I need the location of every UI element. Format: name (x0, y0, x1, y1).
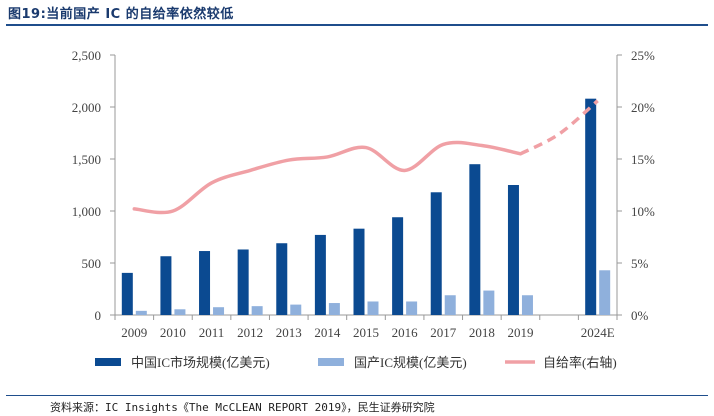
y-left-tick-label: 2,500 (72, 48, 101, 63)
x-tick-label: 2009 (121, 325, 147, 340)
bar-domestic-2012 (251, 306, 263, 315)
bar-market-2018 (469, 164, 481, 315)
bar-market-2019 (507, 185, 519, 315)
bar-market-2009 (121, 272, 133, 315)
rate-line-actual (132, 140, 523, 215)
legend-swatch-market (95, 358, 121, 366)
x-tick-label: 2016 (392, 325, 419, 340)
y-right-tick-label: 5% (631, 256, 649, 271)
bar-domestic-2013 (290, 304, 302, 315)
legend-label-rate: 自给率(右轴) (543, 355, 617, 370)
y-right-tick-label: 0% (631, 308, 649, 323)
y-left-tick-label: 2,000 (72, 100, 101, 115)
bar-market-2015 (353, 228, 365, 315)
legend-label-market: 中国IC市场规模(亿美元) (131, 355, 270, 370)
y-right-tick-label: 20% (631, 100, 655, 115)
source-note: 资料来源：IC Insights《The McCLEAN REPORT 2019… (50, 401, 435, 414)
y-right-tick-label: 10% (631, 204, 655, 219)
x-tick-label: 2015 (353, 325, 379, 340)
chart-axes: 0 500 1,000 1,500 2,000 2,500 0% 5% 10% 15% 20% 25%… (72, 48, 655, 340)
bar-domestic-2024E (599, 270, 611, 315)
bar-domestic-2018 (483, 290, 495, 315)
chart-svg: 0 500 1,000 1,500 2,000 2,500 0% 5% 10% 15% 20% 25%… (72, 48, 655, 370)
bar-domestic-2009 (135, 310, 147, 315)
legend-swatch-domestic (318, 358, 344, 366)
bar-market-2010 (160, 256, 172, 315)
y-left-tick-label: 1,000 (72, 204, 101, 219)
x-tick-label: 2024E (581, 325, 615, 340)
chart-bars (121, 98, 611, 316)
chart-legend: 中国IC市场规模(亿美元) 国产IC规模(亿美元) 自给率(右轴) (95, 355, 617, 370)
bar-domestic-2016 (406, 301, 418, 315)
x-tick-label: 2019 (507, 325, 533, 340)
bar-domestic-2019 (521, 295, 533, 315)
x-tick-label: 2011 (199, 325, 225, 340)
legend-label-domestic: 国产IC规模(亿美元) (354, 355, 467, 370)
bar-domestic-2011 (213, 307, 225, 315)
bar-market-2016 (392, 217, 404, 315)
y-left-tick-label: 0 (95, 308, 102, 323)
bar-market-2024E (585, 98, 597, 316)
rate-line-forecast (519, 99, 599, 156)
x-tick-label: 2014 (314, 325, 341, 340)
y-left-tick-label: 1,500 (72, 152, 101, 167)
y-left-tick-label: 500 (82, 256, 102, 271)
y-right-tick-label: 15% (631, 152, 655, 167)
bar-domestic-2017 (444, 295, 456, 315)
bar-market-2014 (314, 234, 326, 315)
y-right-tick-label: 25% (631, 48, 655, 63)
figure-title: 图19:当前国产 IC 的自给率依然较低 (8, 7, 234, 22)
chart-rate-line (132, 99, 599, 215)
bar-market-2017 (430, 192, 442, 315)
x-tick-label: 2017 (430, 325, 457, 340)
bar-market-2011 (199, 251, 211, 315)
bar-domestic-2010 (174, 309, 186, 315)
x-tick-label: 2012 (237, 325, 263, 340)
x-tick-label: 2018 (469, 325, 495, 340)
bar-market-2012 (237, 249, 249, 315)
bar-domestic-2015 (367, 301, 379, 315)
x-tick-label: 2013 (276, 325, 302, 340)
bar-market-2013 (276, 243, 288, 315)
bar-domestic-2014 (328, 303, 340, 315)
source-divider (6, 395, 708, 396)
title-underline (6, 24, 708, 26)
x-tick-label: 2010 (160, 325, 186, 340)
